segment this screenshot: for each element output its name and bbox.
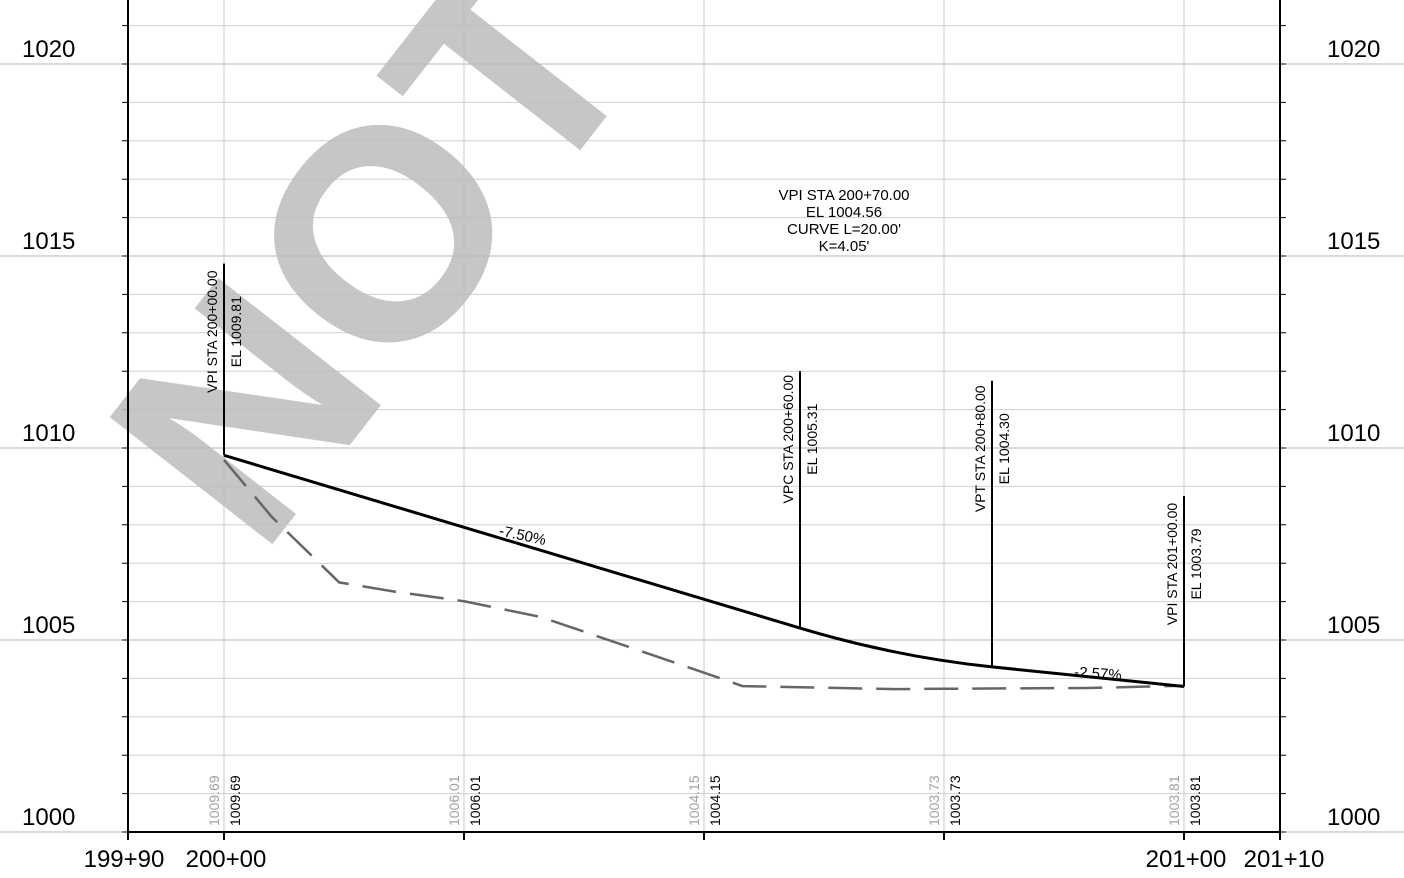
station-label: 201+10 bbox=[1244, 846, 1325, 873]
existing-elevation-label: 1003.73 bbox=[926, 775, 942, 826]
existing-ground-line bbox=[223, 459, 1185, 691]
elevation-label-right: 1010 bbox=[1327, 420, 1380, 447]
existing-ground-path bbox=[223, 459, 1185, 691]
station-label: 201+00 bbox=[1146, 846, 1227, 873]
grid bbox=[0, 0, 1404, 833]
elevation-label-left: 1005 bbox=[22, 612, 75, 639]
proposed-elevation-label: 1009.69 bbox=[227, 775, 243, 826]
curve-note-line: CURVE L=20.00' bbox=[787, 221, 901, 238]
vpi-station-label: VPC STA 200+60.00 bbox=[780, 375, 796, 504]
elevation-label-right: 1000 bbox=[1327, 804, 1380, 831]
vpi-station-label: VPT STA 200+80.00 bbox=[972, 385, 988, 512]
elevation-label-left: 1015 bbox=[22, 228, 75, 255]
station-label: 200+00 bbox=[186, 846, 267, 873]
vpi-station-label: VPI STA 200+00.00 bbox=[204, 270, 220, 393]
vpi-elevation-label: EL 1005.31 bbox=[804, 403, 820, 474]
frame bbox=[127, 0, 1281, 840]
elevation-label-right: 1015 bbox=[1327, 228, 1380, 255]
proposed-profile-path bbox=[223, 453, 1185, 688]
watermark: NOT FOR CONSTRUCTION bbox=[46, 0, 1404, 599]
bottom-elevation-labels: 1009.69 1009.69 1006.01 1006.01 1004.15 1004.… bbox=[206, 775, 1203, 826]
proposed-profile-line bbox=[223, 453, 1185, 688]
proposed-elevation-label: 1006.01 bbox=[467, 775, 483, 826]
watermark-text: NOT FOR CONSTRUCTION bbox=[46, 0, 1404, 599]
grade-label: -2.57% bbox=[1074, 664, 1123, 684]
vpi-annotations: VPI STA 200+00.00 EL 1009.81 VPC STA 200+6… bbox=[204, 263, 1204, 687]
elevation-label-right: 1020 bbox=[1327, 36, 1380, 63]
existing-elevation-label: 1003.81 bbox=[1166, 775, 1182, 826]
proposed-elevation-label: 1003.73 bbox=[947, 775, 963, 826]
station-labels: 199+90 200+00 201+00 201+10 bbox=[84, 846, 1325, 873]
curve-note-line: VPI STA 200+70.00 bbox=[778, 187, 909, 204]
existing-elevation-label: 1006.01 bbox=[446, 775, 462, 826]
curve-note-line: EL 1004.56 bbox=[806, 204, 882, 221]
station-label: 199+90 bbox=[84, 846, 165, 873]
vpi-elevation-label: EL 1009.81 bbox=[228, 296, 244, 367]
vpi-elevation-label: EL 1004.30 bbox=[996, 413, 1012, 484]
elevation-labels: 1000 1000 1005 1005 1010 1010 1015 1015 1020 1020 bbox=[22, 36, 1380, 831]
vpi-elevation-label: EL 1003.79 bbox=[1188, 528, 1204, 599]
grade-labels: -7.50%-2.57% bbox=[498, 523, 1123, 685]
vpi-station-label: VPI STA 201+00.00 bbox=[1164, 503, 1180, 626]
curve-note-line: K=4.05' bbox=[819, 238, 870, 255]
proposed-elevation-label: 1004.15 bbox=[707, 775, 723, 826]
elevation-label-right: 1005 bbox=[1327, 612, 1380, 639]
elevation-label-left: 1000 bbox=[22, 804, 75, 831]
existing-elevation-label: 1009.69 bbox=[206, 775, 222, 826]
proposed-elevation-label: 1003.81 bbox=[1187, 775, 1203, 826]
elevation-label-left: 1010 bbox=[22, 420, 75, 447]
elevation-label-left: 1020 bbox=[22, 36, 75, 63]
existing-elevation-label: 1004.15 bbox=[686, 775, 702, 826]
